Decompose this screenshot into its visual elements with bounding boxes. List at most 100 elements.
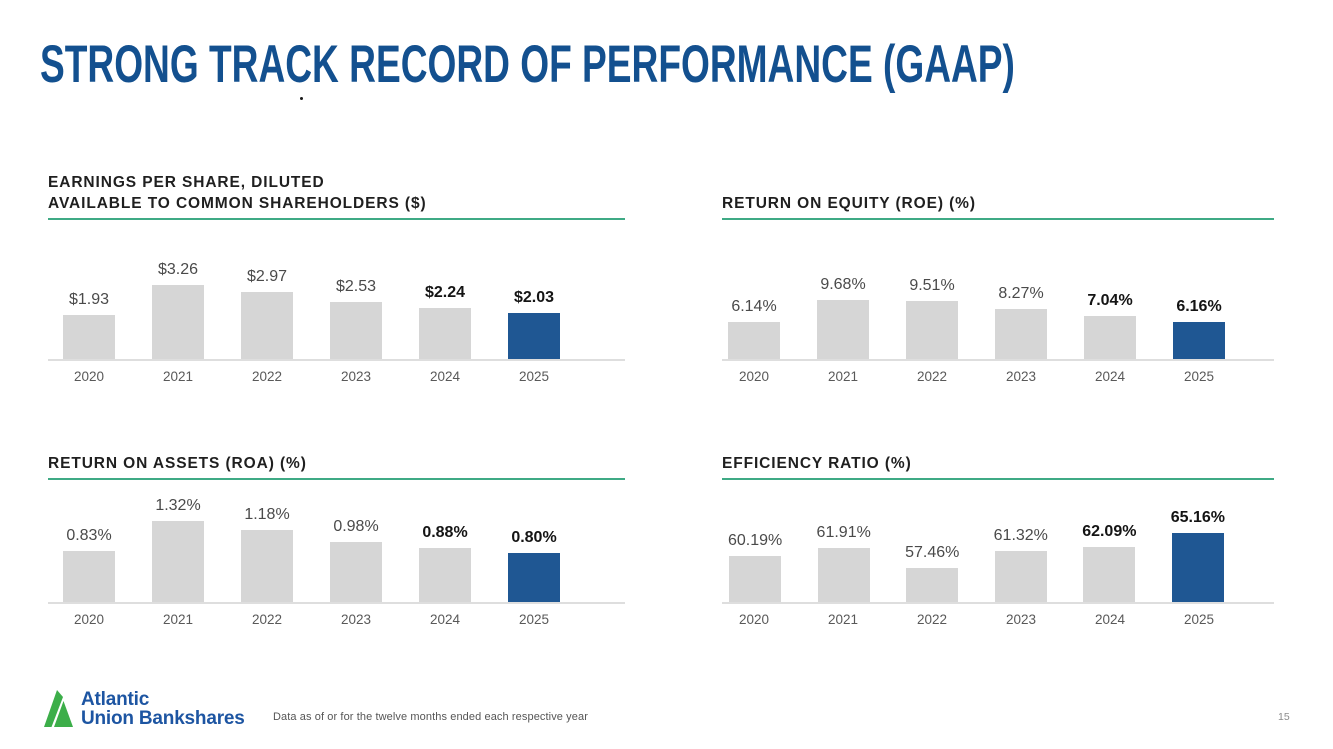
bar-value-label: $1.93: [68, 291, 110, 309]
year-label: 2025: [1183, 369, 1215, 384]
bar-column-2024: 0.88%: [419, 524, 471, 602]
title-underline: [48, 218, 625, 220]
bar: [994, 550, 1047, 602]
year-label: 2025: [518, 612, 550, 627]
bar-value-label: 6.16%: [1176, 297, 1222, 315]
chart-title-line: EARNINGS PER SHARE, DILUTED: [48, 174, 325, 191]
chart-panel-roa: RETURN ON ASSETS (ROA) (%) 0.83% 1.32% 1.1…: [48, 452, 625, 627]
year-axis-eps: 2020 2021 2022 2023 2024 2025: [63, 369, 560, 384]
bar: [995, 308, 1047, 359]
bar-value-label: 6.14%: [731, 297, 777, 315]
bar-column-2020: $1.93: [63, 291, 115, 359]
chart-title-line: RETURN ON EQUITY (ROE) (%): [722, 195, 976, 212]
bar-value-label: 7.04%: [1087, 292, 1133, 310]
bar-value-label: 9.51%: [909, 277, 955, 294]
bar-highlighted: [508, 552, 560, 602]
year-label: 2022: [916, 612, 948, 627]
chart-panel-eps: EARNINGS PER SHARE, DILUTED AVAILABLE TO…: [48, 168, 625, 384]
bar-value-label: $2.03: [513, 288, 555, 306]
bars-eps: $1.93 $3.26 $2.97 $2.53 $2.24 $2.03: [63, 261, 560, 359]
year-label: 2024: [429, 612, 461, 627]
bar-column-2025: 6.16%: [1173, 297, 1225, 359]
bar-value-label: 57.46%: [905, 544, 960, 561]
year-label: 2020: [73, 612, 105, 627]
bar: [63, 315, 115, 359]
bar-value-label: 0.83%: [66, 527, 112, 545]
chart-title-line: RETURN ON ASSETS (ROA) (%): [48, 455, 307, 472]
bar-column-2022: $2.97: [241, 268, 293, 359]
chart-panel-efficiency: EFFICIENCY RATIO (%) 60.19% 61.91% 57.46% 6…: [722, 452, 1274, 627]
year-label: 2023: [340, 612, 372, 627]
page-number: 15: [1278, 711, 1290, 723]
year-label: 2021: [162, 612, 194, 627]
logo-line2: Union Bankshares: [81, 708, 245, 729]
bar-column-2023: 8.27%: [995, 285, 1047, 359]
bar-column-2024: $2.24: [419, 284, 471, 359]
bar-column-2023: $2.53: [330, 278, 382, 359]
bar: [729, 555, 782, 602]
bar-plot-roe: 6.14% 9.68% 9.51% 8.27% 7.04% 6.16%: [722, 220, 1274, 361]
bar-column-2020: 6.14%: [728, 298, 780, 359]
year-label: 2024: [429, 369, 461, 384]
year-label: 2021: [162, 369, 194, 384]
year-axis-roe: 2020 2021 2022 2023 2024 2025: [728, 369, 1225, 384]
bar-value-label: 1.32%: [155, 497, 201, 514]
logo-wordmark: Atlantic Union Bankshares: [81, 690, 245, 728]
bar-value-label: $2.24: [424, 284, 466, 302]
bar-column-2021: $3.26: [152, 261, 204, 359]
year-axis-efficiency: 2020 2021 2022 2023 2024 2025: [728, 612, 1225, 627]
bar-plot-efficiency: 60.19% 61.91% 57.46% 61.32% 62.09% 65.16%: [722, 480, 1274, 604]
bar-column-2024: 62.09%: [1082, 523, 1136, 602]
bar-value-label: 0.88%: [422, 524, 468, 541]
bar: [419, 308, 471, 359]
chart-title-roa: RETURN ON ASSETS (ROA) (%): [48, 452, 625, 474]
year-label: 2020: [738, 369, 770, 384]
bar-column-2025: $2.03: [508, 289, 560, 359]
bars-roe: 6.14% 9.68% 9.51% 8.27% 7.04% 6.16%: [728, 276, 1225, 359]
bar-value-label: 9.68%: [820, 276, 866, 293]
bar: [1084, 316, 1136, 359]
bar-column-2025: 65.16%: [1171, 509, 1225, 602]
year-axis-roa: 2020 2021 2022 2023 2024 2025: [63, 612, 560, 627]
bar-highlighted: [508, 312, 560, 359]
bar-highlighted: [1173, 321, 1225, 359]
title-underline: [48, 478, 625, 480]
bar-column-2025: 0.80%: [508, 529, 560, 602]
year-label: 2021: [827, 612, 859, 627]
year-label: 2021: [827, 369, 859, 384]
year-label: 2023: [1005, 369, 1037, 384]
year-label: 2023: [340, 369, 372, 384]
bar-value-label: 0.98%: [333, 517, 379, 535]
footnote: Data as of or for the twelve months ende…: [273, 711, 588, 723]
bar-highlighted: [1171, 533, 1224, 602]
bar-value-label: 0.80%: [511, 528, 557, 546]
bar: [906, 301, 958, 359]
chart-title-roe: RETURN ON EQUITY (ROE) (%): [722, 168, 1274, 214]
bar-value-label: $2.97: [246, 267, 288, 285]
year-label: 2023: [1005, 612, 1037, 627]
bar: [419, 548, 471, 602]
title-underline: [722, 478, 1274, 480]
bar-column-2020: 0.83%: [63, 527, 115, 602]
bar-column-2023: 61.32%: [993, 526, 1048, 602]
year-label: 2020: [73, 369, 105, 384]
bar-column-2021: 1.32%: [152, 497, 204, 602]
chart-title-line: AVAILABLE TO COMMON SHAREHOLDERS ($): [48, 195, 427, 212]
bar-column-2020: 60.19%: [728, 532, 782, 602]
logo-line1: Atlantic: [81, 689, 150, 710]
bar: [241, 529, 293, 602]
bar: [1083, 547, 1136, 602]
bar-value-label: 1.18%: [244, 505, 290, 523]
bar-value-label: $2.53: [335, 277, 377, 295]
chart-title-efficiency: EFFICIENCY RATIO (%): [722, 452, 1274, 474]
stray-period-dot: [300, 97, 303, 100]
bar: [241, 291, 293, 359]
bar-plot-eps: $1.93 $3.26 $2.97 $2.53 $2.24 $2.03: [48, 220, 625, 361]
bar-column-2022: 9.51%: [906, 277, 958, 359]
bar-value-label: $3.26: [157, 261, 199, 278]
bar: [817, 547, 870, 602]
bar-value-label: 61.32%: [993, 526, 1048, 544]
year-label: 2020: [738, 612, 770, 627]
slide-title: STRONG TRACK RECORD OF PERFORMANCE (GAAP…: [40, 35, 1015, 94]
